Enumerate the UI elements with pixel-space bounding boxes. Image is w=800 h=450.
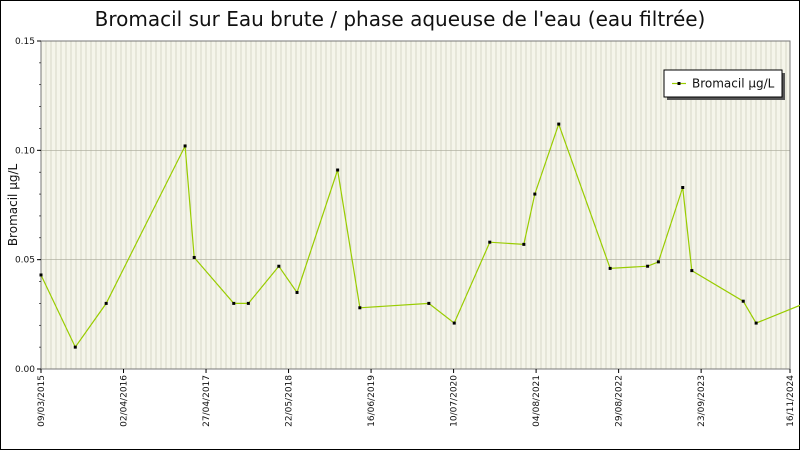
y-tick-label: 0.10 [15,146,35,156]
plot-border [40,40,791,370]
data-point [277,264,281,268]
data-point [246,301,250,305]
y-axis-ticks: 0.00 0.05 0.10 0.15 [15,37,41,375]
x-tick-label: 22/05/2018 [285,375,295,427]
data-point [336,168,340,172]
data-point [533,192,537,196]
data-point [690,269,694,273]
horizontal-grid [41,150,790,260]
data-point [656,260,660,264]
chart-title: Bromacil sur Eau brute / phase aqueuse d… [94,7,706,31]
legend-entry-label: Bromacil µg/L [692,77,775,91]
data-point [104,301,108,305]
data-point [358,306,362,310]
y-tick-label: 0.00 [15,365,35,375]
legend: Bromacil µg/L [663,69,785,100]
data-point [192,255,196,259]
y-tick-label: 0.05 [15,256,35,266]
x-tick-label: 29/08/2022 [615,375,625,427]
legend-marker [677,82,681,85]
y-axis-label: Bromacil µg/L [6,164,20,247]
x-tick-label: 16/06/2019 [367,375,377,427]
y-tick-label: 0.15 [15,37,35,47]
data-point [232,301,236,305]
data-point [183,144,187,148]
data-point [522,242,526,246]
x-tick-label: 27/04/2017 [202,375,212,427]
data-point [39,273,43,277]
x-tick-label: 16/11/2024 [786,375,796,427]
data-point [681,186,685,190]
x-tick-label: 10/07/2020 [450,375,460,427]
data-point [741,299,745,303]
data-point [295,290,299,294]
data-point [488,240,492,244]
data-point [557,122,561,126]
x-tick-label: 09/03/2015 [37,375,47,427]
data-point [427,301,431,305]
series-layer [39,122,800,349]
data-point [452,321,456,325]
data-point [73,345,77,349]
x-tick-label: 02/04/2016 [120,375,130,427]
data-point [646,264,650,268]
x-axis-ticks: 09/03/2015 02/04/2016 27/04/2017 22/05/2018… [37,369,796,427]
data-point [608,266,612,270]
x-tick-label: 23/09/2023 [697,375,707,427]
data-point [754,321,758,325]
x-tick-label: 04/08/2021 [532,375,542,427]
